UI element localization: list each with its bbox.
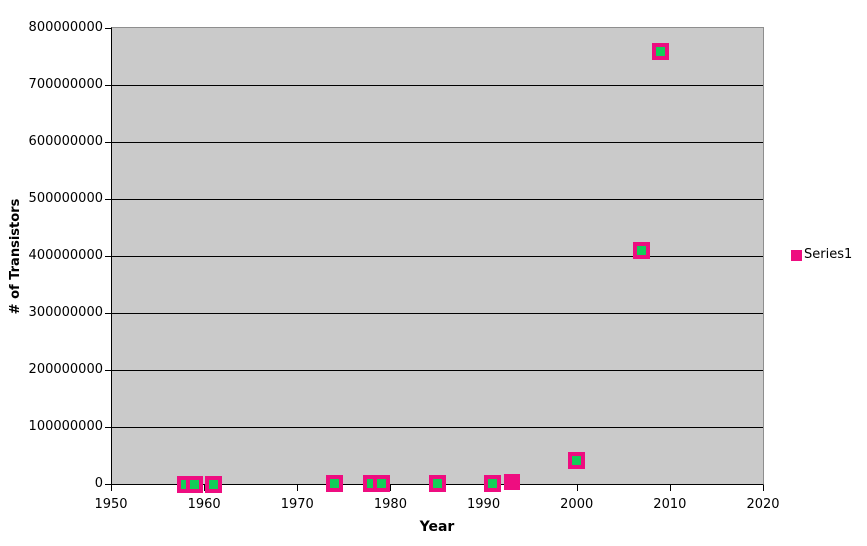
data-point: [186, 475, 204, 493]
y-gridline: [112, 427, 763, 428]
data-point: [503, 474, 520, 491]
y-axis-tick: [105, 313, 111, 314]
x-tick-label: 1990: [467, 497, 501, 512]
x-tick-label: 1970: [280, 497, 314, 512]
y-axis-tick: [105, 142, 111, 143]
y-axis-tick: [105, 256, 111, 257]
y-axis-tick: [105, 370, 111, 371]
data-point: [428, 475, 446, 493]
y-axis-tick: [105, 85, 111, 86]
x-tick-label: 2010: [653, 497, 687, 512]
x-axis-tick: [763, 485, 764, 491]
y-gridline: [112, 85, 763, 86]
x-axis-title: Year: [419, 519, 455, 535]
x-tick-label: 2020: [746, 497, 780, 512]
data-point: [484, 474, 502, 492]
x-tick-label: 1950: [94, 497, 128, 512]
data-point: [633, 241, 651, 259]
y-tick-label: 700000000: [28, 77, 103, 92]
y-tick-label: 600000000: [28, 134, 103, 149]
y-gridline: [112, 313, 763, 314]
series1-swatch-icon: [791, 249, 802, 261]
y-axis-tick: [105, 427, 111, 428]
x-axis-tick: [390, 485, 392, 491]
y-axis-tick: [105, 199, 111, 200]
legend-series1-label: Series1: [804, 247, 853, 262]
x-axis-tick: [483, 485, 485, 491]
x-tick-label: 1980: [373, 497, 407, 512]
data-point: [372, 475, 390, 493]
y-tick-label: 400000000: [28, 248, 103, 263]
x-axis-tick: [576, 485, 578, 491]
y-tick-label: 100000000: [28, 419, 103, 434]
x-tick-label: 2000: [560, 497, 594, 512]
y-tick-label: 200000000: [28, 362, 103, 377]
y-tick-label: 300000000: [28, 305, 103, 320]
data-point: [652, 43, 670, 61]
x-axis-tick: [669, 485, 671, 491]
x-tick-label: 1960: [187, 497, 221, 512]
legend: Series1: [791, 248, 852, 262]
y-tick-label: 500000000: [28, 191, 103, 206]
y-gridline: [112, 142, 763, 143]
y-axis-tick: [105, 28, 111, 29]
y-tick-label: 0: [94, 476, 103, 491]
y-gridline: [112, 370, 763, 371]
y-gridline: [112, 199, 763, 200]
data-point: [326, 475, 344, 493]
data-point: [568, 451, 586, 469]
data-point: [204, 475, 222, 493]
y-tick-label: 800000000: [28, 20, 103, 35]
y-gridline: [112, 256, 763, 257]
y-axis-tick: [105, 484, 111, 485]
x-axis-tick: [111, 485, 112, 491]
x-axis-tick: [204, 485, 206, 491]
x-axis-tick: [297, 485, 299, 491]
